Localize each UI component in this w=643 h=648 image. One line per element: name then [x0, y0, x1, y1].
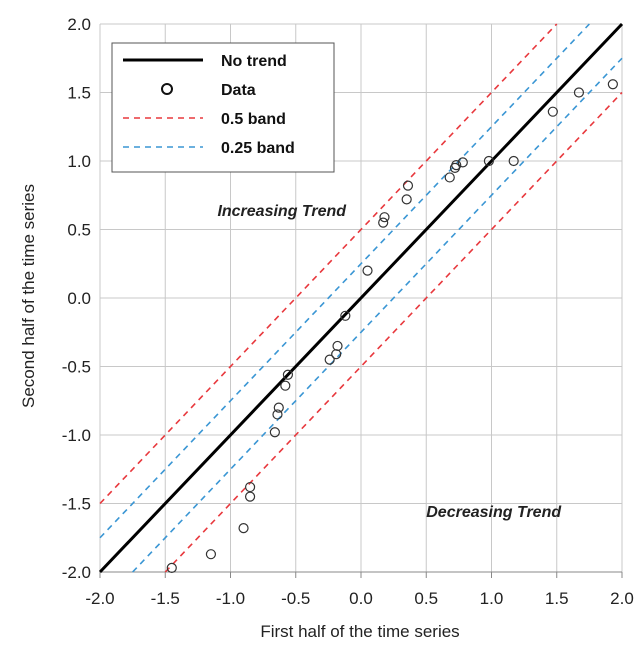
- data-point: [238, 523, 249, 534]
- y-tick-label: -2.0: [62, 563, 91, 582]
- legend-box: [111, 42, 335, 173]
- no-trend-line: [98, 22, 624, 574]
- data-point: [547, 106, 558, 117]
- x-tick-label: 1.0: [480, 589, 504, 608]
- legend-swatch-data: [161, 83, 173, 95]
- y-tick-label: 1.0: [67, 152, 91, 171]
- x-tick-label: 0.5: [414, 589, 438, 608]
- data-point: [166, 562, 177, 573]
- data-point: [332, 340, 343, 352]
- data-point: [379, 212, 390, 223]
- y-tick-label: 1.5: [67, 84, 91, 103]
- y-axis-label: Second half of the time series: [19, 184, 38, 408]
- annotation-decreasing-trend: Decreasing Trend: [426, 504, 562, 521]
- data-point: [269, 427, 280, 438]
- legend-label-data: Data: [221, 82, 256, 99]
- data-point: [205, 549, 217, 560]
- data-point: [457, 157, 468, 168]
- y-tick-label: 0.5: [67, 221, 91, 240]
- y-tick-label: 2.0: [67, 15, 91, 34]
- data-point: [272, 409, 283, 420]
- upper-half-band-line: [99, 23, 558, 505]
- data-point: [378, 217, 389, 228]
- x-axis-label: First half of the time series: [260, 622, 459, 641]
- legend-label-half-band: 0.5 band: [221, 111, 286, 128]
- data-point: [508, 155, 519, 167]
- lower-quarter-band-line: [132, 57, 623, 573]
- data-point: [483, 155, 494, 167]
- y-tick-labels: -2.0 -1.5 -1.0 -0.5 0.0 0.5 1.0 1.5 2.0: [62, 15, 91, 582]
- y-tick-label: -0.5: [62, 358, 91, 377]
- x-tick-label: -0.5: [281, 589, 310, 608]
- x-tick-label: 0.0: [349, 589, 373, 608]
- y-tick-label: -1.0: [62, 426, 91, 445]
- annotation-increasing-trend: Increasing Trend: [217, 203, 347, 220]
- data-point: [573, 87, 585, 98]
- data-point: [244, 481, 256, 493]
- upper-quarter-band-line: [99, 23, 590, 539]
- legend: No trend Data 0.5 band 0.25 band: [111, 42, 335, 173]
- data-point: [280, 380, 291, 391]
- data-point: [331, 349, 342, 360]
- x-tick-label: 2.0: [610, 589, 634, 608]
- data-point: [607, 79, 618, 90]
- x-tick-label: 1.5: [545, 589, 569, 608]
- lower-half-band-line: [164, 91, 623, 573]
- y-tick-label: -1.5: [62, 495, 91, 514]
- legend-label-no-trend: No trend: [221, 53, 287, 70]
- data-point: [324, 354, 335, 365]
- y-tick-label: 0.0: [67, 289, 91, 308]
- trend-lines: [98, 22, 624, 574]
- data-points: [166, 79, 618, 573]
- data-point: [340, 310, 351, 321]
- x-tick-label: -1.0: [216, 589, 245, 608]
- data-point: [451, 160, 462, 171]
- data-point: [401, 194, 412, 205]
- x-tick-labels: -2.0 -1.5 -1.0 -0.5 0.0 0.5 1.0 1.5 2.0: [85, 589, 633, 608]
- data-point: [402, 180, 414, 191]
- legend-label-quarter-band: 0.25 band: [221, 140, 295, 157]
- data-point: [282, 369, 294, 380]
- data-point: [273, 402, 284, 413]
- data-point: [444, 172, 455, 183]
- data-point: [362, 265, 373, 276]
- x-tick-label: -1.5: [151, 589, 180, 608]
- x-tick-label: -2.0: [85, 589, 114, 608]
